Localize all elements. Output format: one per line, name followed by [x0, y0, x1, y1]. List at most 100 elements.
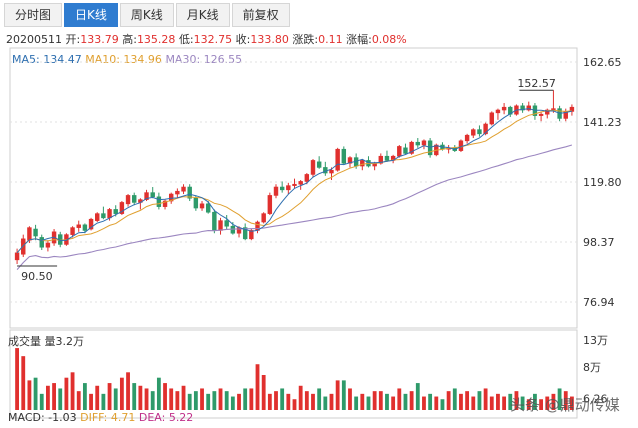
change-value: 0.11 — [318, 33, 343, 46]
volume-bar — [169, 388, 174, 410]
volume-bar — [230, 396, 235, 410]
macd-legend: MACD: -1.03 DIFF: 4.71 DEA: 5.22 — [8, 411, 193, 424]
ma5-legend: MA5: 134.47 — [12, 53, 82, 66]
candle-body — [279, 186, 285, 191]
candle-body — [409, 141, 414, 154]
volume-bar — [181, 385, 186, 410]
volume-pane-frame — [9, 329, 578, 419]
tab-forward-adjusted[interactable]: 前复权 — [231, 3, 290, 27]
open-label: 开: — [65, 33, 81, 46]
candle-body — [193, 197, 199, 209]
candle-body — [360, 160, 365, 167]
volume-bar — [187, 393, 192, 410]
price-tick-label: 141.23 — [583, 116, 622, 129]
volume-bar — [292, 399, 297, 410]
candle-body — [501, 106, 507, 111]
volume-bar — [311, 393, 315, 410]
candle-body — [495, 109, 501, 114]
volume-bar — [27, 380, 32, 410]
ma5-line — [16, 108, 573, 254]
volume-bar — [483, 388, 488, 410]
volume-bar — [304, 391, 309, 410]
volume-bar — [317, 388, 322, 410]
volume-bar — [76, 391, 81, 410]
candle-body — [168, 193, 174, 202]
candle-body — [464, 134, 470, 142]
volume-bar — [557, 388, 562, 410]
volume-bar — [298, 385, 303, 410]
candle-body — [95, 213, 100, 221]
candle-body — [224, 220, 229, 227]
quote-info-bar: 20200511 开:133.79 高:135.28 低:132.75 收:13… — [6, 33, 407, 47]
open-value: 133.79 — [80, 33, 119, 46]
ma-lines — [16, 108, 573, 270]
volume-bar — [514, 391, 519, 410]
ma10-line — [16, 109, 572, 254]
candle-body — [242, 227, 248, 240]
volume-bar — [237, 393, 241, 410]
tab-daily-k[interactable]: 日K线 — [64, 3, 118, 27]
candle-body — [267, 195, 273, 214]
tab-intraday[interactable]: 分时图 — [4, 3, 63, 27]
price-tick-label: 162.65 — [583, 56, 622, 69]
volume-bar — [218, 388, 223, 410]
candle-body — [119, 202, 125, 214]
volume-bar — [452, 388, 457, 410]
candle-body — [273, 186, 279, 196]
candle-body — [82, 224, 88, 231]
candle-body — [471, 129, 476, 136]
ma30-line — [16, 144, 573, 270]
volume-bar — [64, 377, 69, 410]
volume-bar — [526, 399, 531, 410]
candle-body — [113, 209, 118, 214]
candle-body — [483, 123, 488, 135]
candle-body — [316, 161, 322, 168]
pct-label: 涨幅: — [346, 33, 372, 46]
volume-bar — [360, 393, 365, 410]
volume-bar — [163, 383, 167, 410]
volume-bar — [440, 399, 445, 410]
candle-body — [378, 155, 384, 164]
volume-bar — [354, 396, 359, 410]
volume-bar — [465, 391, 470, 410]
volume-bar — [119, 377, 124, 410]
volume-bar — [107, 383, 112, 410]
change-label: 涨跌: — [292, 33, 319, 46]
dea-value: DEA: 5.22 — [138, 411, 194, 424]
price-annotations: 152.57 90.50 — [17, 77, 556, 283]
volume-bar — [144, 388, 149, 410]
volume-bar — [206, 393, 211, 410]
volume-bar — [341, 380, 346, 410]
volume-bar — [21, 356, 26, 410]
macd-value: MACD: -1.03 — [8, 411, 77, 424]
volume-bar — [385, 393, 389, 410]
price-pane-frame — [9, 47, 578, 329]
candle-body — [205, 203, 211, 213]
volume-bar — [477, 391, 482, 410]
volume-bar — [280, 388, 285, 410]
volume-bar — [520, 396, 525, 410]
candle-body — [335, 148, 340, 171]
tab-monthly-k[interactable]: 月K线 — [175, 3, 230, 27]
volume-bar — [101, 393, 106, 410]
high-price-label: 152.57 — [517, 77, 556, 90]
volume-bar — [533, 393, 537, 410]
tab-weekly-k[interactable]: 周K线 — [119, 3, 174, 27]
volume-bar — [212, 391, 217, 410]
candle-body — [526, 105, 531, 111]
candle-body — [39, 237, 44, 248]
high-label: 高: — [122, 33, 137, 46]
ma30-legend: MA30: 126.55 — [165, 53, 243, 66]
candle-body — [292, 183, 297, 186]
volume-bars — [15, 348, 574, 410]
volume-bar — [39, 393, 44, 410]
volume-bar — [156, 377, 161, 410]
candle-body — [310, 160, 316, 175]
volume-bar — [138, 385, 143, 410]
volume-bar — [471, 396, 476, 410]
candle-body — [298, 181, 303, 185]
candle-body — [132, 195, 137, 203]
candle-body — [415, 141, 421, 146]
candle-body — [162, 200, 168, 207]
